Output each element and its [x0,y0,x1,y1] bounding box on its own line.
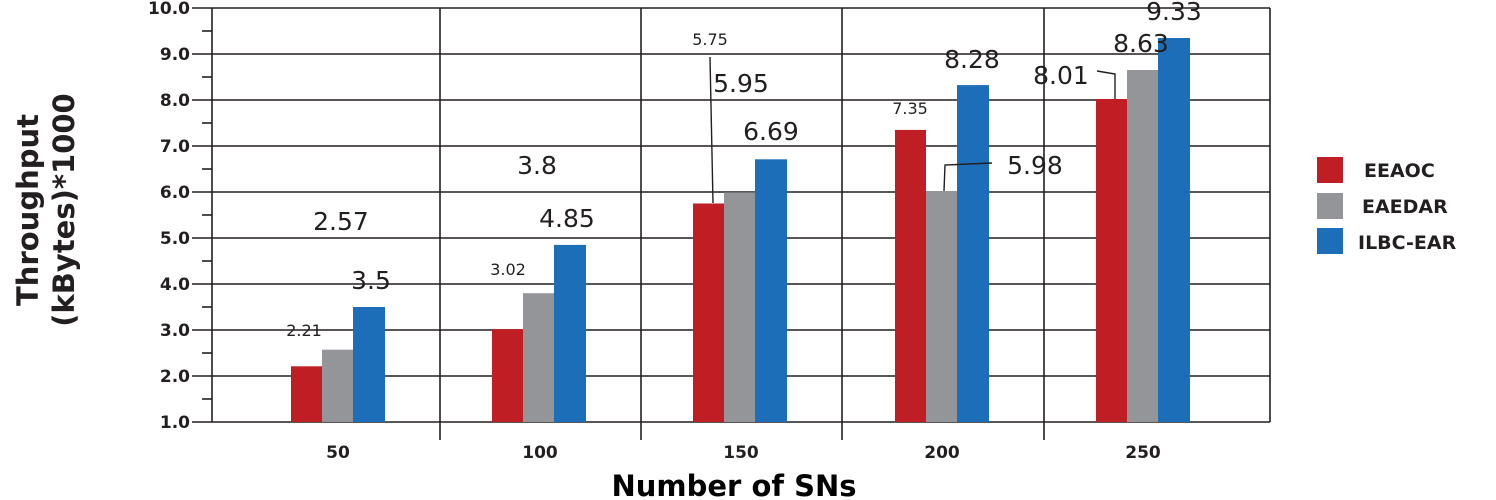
legend-item-eeaoc: EEAOC [1317,157,1435,183]
bar-eaedar-200 [926,191,957,422]
legend-swatch-ilbc-ear [1317,228,1343,254]
y-tick: 4.0 [160,275,190,295]
data-label-ilbc-ear-150: 6.69 [743,117,799,146]
legend-label-ilbc-ear: ILBC-EAR [1358,232,1457,254]
y-axis-title: Throughput (kBytes)*1000 [11,93,81,326]
y-tick: 1.0 [160,413,190,433]
bar-eeaoc-50 [291,366,322,422]
y-tick: 8.0 [160,91,190,111]
y-tick: 9.0 [160,45,190,65]
x-axis-ticks: 50 100 150 200 250 [326,443,1161,463]
data-label-eaedar-100: 3.8 [517,151,557,180]
y-tick: 2.0 [160,367,190,387]
bar-ilbc-ear-250 [1158,38,1190,422]
bars [291,38,1190,423]
data-label-eaedar-150: 5.95 [713,69,769,98]
bar-ilbc-ear-100 [554,244,586,422]
label-leader-lines [709,56,1116,204]
legend-label-eaedar: EAEDAR [1362,196,1448,218]
data-label-ilbc-ear-100: 4.85 [539,204,595,233]
legend: EEAOC EAEDAR ILBC-EAR [1317,157,1457,254]
x-tick: 100 [522,443,558,463]
data-label-ilbc-ear-250: 9.33 [1146,0,1202,26]
y-tick: 5.0 [160,229,190,249]
bar-eaedar-250 [1127,70,1158,422]
data-label-eeaoc-150: 5.75 [692,30,728,49]
data-label-eaedar-200: 5.98 [1007,151,1063,180]
data-label-ilbc-ear-50: 3.5 [351,266,391,295]
y-axis-title-line1: Throughput [11,114,45,306]
bar-eeaoc-250 [1096,99,1127,422]
bar-eeaoc-150 [693,203,724,422]
y-axis-title-line2: (kBytes)*1000 [47,93,81,326]
data-label-eeaoc-250: 8.01 [1033,61,1089,90]
legend-swatch-eeaoc [1317,157,1343,183]
data-label-eeaoc-200: 7.35 [892,99,928,118]
x-tick: 150 [723,443,759,463]
data-label-ilbc-ear-200: 8.28 [944,45,1000,74]
bar-ilbc-ear-150 [755,159,787,423]
x-axis-title: Number of SNs [611,469,856,500]
data-label-eaedar-50: 2.57 [313,207,369,236]
bar-eeaoc-200 [895,129,926,422]
y-axis-ticks: 10.0 9.0 8.0 7.0 6.0 5.0 4.0 3.0 2.0 1.0 [148,0,190,433]
y-tick: 7.0 [160,137,190,157]
bar-ilbc-ear-200 [957,85,989,422]
x-tick: 250 [1125,443,1161,463]
data-label-eeaoc-100: 3.02 [490,260,526,279]
legend-swatch-eaedar [1317,193,1343,219]
bar-ilbc-ear-50 [353,307,385,422]
data-label-eeaoc-50: 2.21 [286,321,322,340]
legend-label-eeaoc: EEAOC [1364,160,1435,182]
y-tick: 6.0 [160,183,190,203]
data-labels: 2.21 3.02 5.75 7.35 8.01 2.57 3.8 5.95 5… [286,0,1202,340]
legend-item-ilbc-ear: ILBC-EAR [1317,228,1457,254]
bar-eaedar-150 [724,192,755,422]
bar-eaedar-50 [322,349,353,422]
x-tick: 50 [326,443,350,463]
legend-item-eaedar: EAEDAR [1317,193,1448,219]
x-tick: 200 [924,443,960,463]
y-tick: 3.0 [160,321,190,341]
bar-eaedar-100 [523,293,554,422]
bar-eeaoc-100 [492,329,523,422]
y-tick: 10.0 [148,0,190,19]
data-label-eaedar-250: 8.63 [1113,29,1169,58]
